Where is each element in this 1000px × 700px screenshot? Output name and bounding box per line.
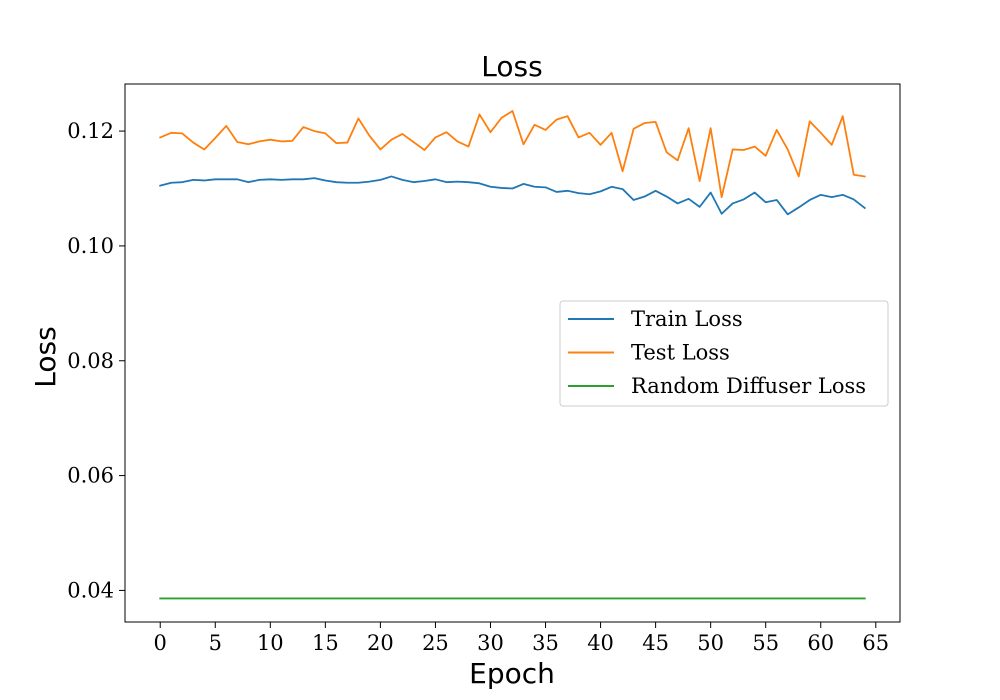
series-layer xyxy=(159,110,867,600)
x-axis-label: Epoch xyxy=(469,657,555,690)
y-tick-label: 0.08 xyxy=(67,349,114,373)
x-tick-label: 10 xyxy=(257,631,284,655)
chart-title: Loss xyxy=(481,50,542,83)
y-axis-label: Loss xyxy=(29,326,62,387)
x-tick-label: 0 xyxy=(154,631,167,655)
y-tick-label: 0.12 xyxy=(67,119,114,143)
x-tick-label: 55 xyxy=(752,631,779,655)
x-tick-label: 30 xyxy=(477,631,504,655)
x-tick-label: 50 xyxy=(697,631,724,655)
x-tick-label: 35 xyxy=(532,631,559,655)
legend-label: Train Loss xyxy=(631,307,743,331)
x-tick-label: 60 xyxy=(807,631,834,655)
y-tick-label: 0.06 xyxy=(67,464,114,488)
plot-frame xyxy=(124,83,901,623)
series-line-test-loss xyxy=(159,110,866,199)
legend-label: Test Loss xyxy=(631,341,730,365)
x-tick-label: 40 xyxy=(587,631,614,655)
legend-label: Random Diffuser Loss xyxy=(631,374,866,398)
y-tick-label: 0.04 xyxy=(67,578,114,602)
y-tick-label: 0.10 xyxy=(67,234,114,258)
legend-box xyxy=(559,300,889,407)
x-tick-label: 5 xyxy=(209,631,222,655)
x-tick-label: 15 xyxy=(312,631,339,655)
legend: Train Loss Test Loss Random Diffuser Loss xyxy=(559,300,889,407)
x-tick-label: 65 xyxy=(862,631,889,655)
x-tick-label: 20 xyxy=(367,631,394,655)
axis-ticks: 0 5 10 15 20 25 30 35 40 45 50 55 60 65 0.04 0.06 0.08 0.… xyxy=(67,119,889,655)
x-tick-label: 25 xyxy=(422,631,449,655)
x-tick-label: 45 xyxy=(642,631,669,655)
series-line-train-loss xyxy=(159,175,867,216)
